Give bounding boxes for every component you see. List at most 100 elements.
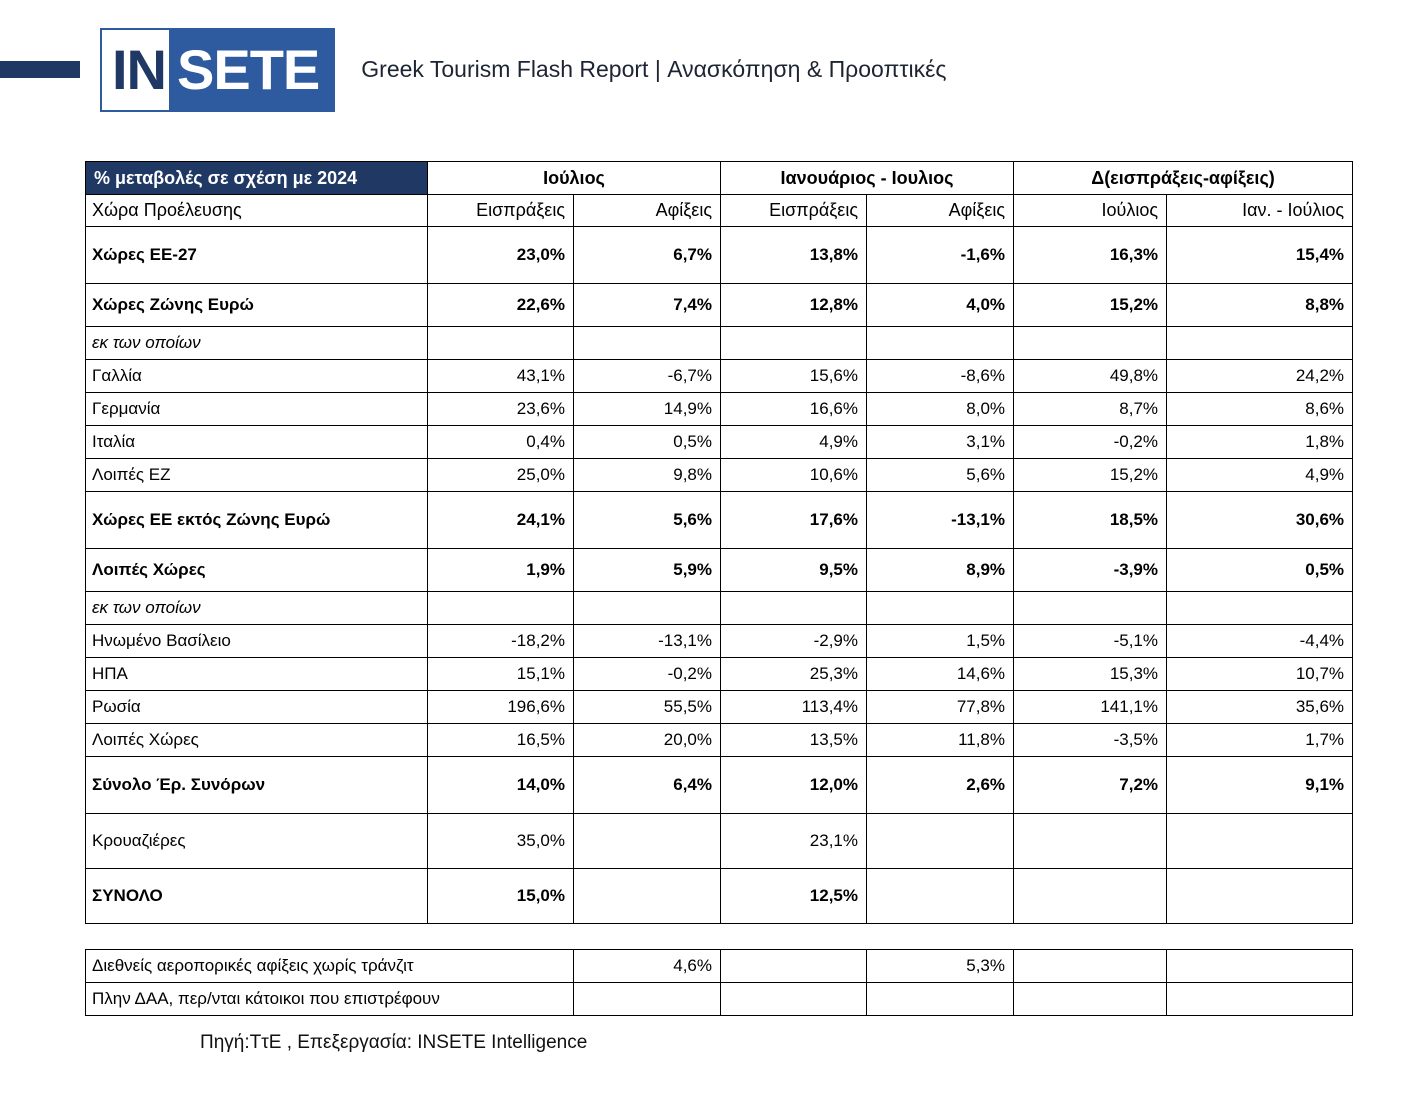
value-cell: 16,3%	[1013, 226, 1168, 284]
value-cell: 5,6%	[865, 458, 1015, 492]
value-cell: -13,1%	[573, 624, 721, 658]
value-cell: 9,5%	[720, 548, 867, 592]
value-cell: -18,2%	[427, 624, 574, 658]
value-cell: 15,6%	[720, 359, 867, 393]
value-cell: -0,2%	[1013, 425, 1168, 459]
left-accent-bar	[0, 61, 80, 78]
value-cell: 9,1%	[1166, 756, 1354, 814]
footnote-value-cell	[1166, 949, 1353, 983]
row-label: Γερμανία	[85, 392, 428, 426]
value-cell	[573, 326, 721, 360]
table-row: εκ των οποίων	[85, 591, 1354, 625]
value-cell: 12,8%	[720, 283, 867, 327]
value-cell: 14,9%	[573, 392, 721, 426]
table-row: Ιταλία 0,4% 0,5% 4,9% 3,1% -0,2% 1,8%	[85, 425, 1354, 459]
row-label: Κρουαζιέρες	[85, 813, 428, 869]
value-cell: 24,1%	[427, 491, 574, 549]
value-cell: 25,3%	[720, 657, 867, 691]
footnote-value-cell: 4,6%	[573, 949, 721, 983]
value-cell: 4,9%	[1166, 458, 1354, 492]
column-header-delta-july: Ιούλιος	[1013, 194, 1168, 227]
source-note: Πηγή:ΤτΕ , Επεξεργασία: INSETE Intellige…	[200, 1032, 588, 1053]
value-cell: 10,7%	[1166, 657, 1354, 691]
value-cell: 8,6%	[1166, 392, 1354, 426]
footnote-table-body: Διεθνείς αεροπορικές αφίξεις χωρίς τράνζ…	[85, 949, 1353, 1016]
tourism-change-table: % μεταβολές σε σχέση με 2024 Ιούλιος Ιαν…	[85, 161, 1354, 924]
value-cell: 6,7%	[573, 226, 721, 284]
value-cell: 18,5%	[1013, 491, 1168, 549]
value-cell: 35,6%	[1166, 690, 1354, 724]
value-cell	[720, 591, 867, 625]
row-label: Ιταλία	[85, 425, 428, 459]
table-row: Λοιπές ΕΖ 25,0% 9,8% 10,6% 5,6% 15,2% 4,9%	[85, 458, 1354, 492]
table-row: Γαλλία 43,1% -6,7% 15,6% -8,6% 49,8% 24,2%	[85, 359, 1354, 393]
value-cell: 8,7%	[1013, 392, 1168, 426]
value-cell: 25,0%	[427, 458, 574, 492]
value-cell: 49,8%	[1013, 359, 1168, 393]
value-cell: 8,9%	[865, 548, 1015, 592]
row-label: Λοιπές ΕΖ	[85, 458, 428, 492]
value-cell	[1013, 868, 1168, 924]
table-row: ΣΥΝΟΛΟ 15,0% 12,5%	[85, 868, 1354, 924]
value-cell	[1013, 813, 1168, 869]
value-cell: 141,1%	[1013, 690, 1168, 724]
value-cell: 1,9%	[427, 548, 574, 592]
value-cell	[865, 591, 1015, 625]
value-cell: 7,2%	[1013, 756, 1168, 814]
table-row: Χώρες Ζώνης Ευρώ 22,6% 7,4% 12,8% 4,0% 15,2% 8…	[85, 283, 1354, 327]
table-row: Σύνολο Έρ. Συνόρων 14,0% 6,4% 12,0% 2,6% 7,2%…	[85, 756, 1354, 814]
value-cell: 15,2%	[1013, 458, 1168, 492]
group-header-july: Ιούλιος	[427, 161, 721, 195]
value-cell: 3,1%	[865, 425, 1015, 459]
footnote-row: Πλην ΔΑΑ, περ/νται κάτοικοι που επιστρέφ…	[85, 982, 1353, 1016]
value-cell: 15,3%	[1013, 657, 1168, 691]
table-row: Ρωσία 196,6% 55,5% 113,4% 77,8% 141,1% 35,6%	[85, 690, 1354, 724]
table-row: εκ των οποίων	[85, 326, 1354, 360]
value-cell: 15,0%	[427, 868, 574, 924]
value-cell: 5,9%	[573, 548, 721, 592]
footnote-label: Πλην ΔΑΑ, περ/νται κάτοικοι που επιστρέφ…	[85, 982, 574, 1016]
value-cell: 23,0%	[427, 226, 574, 284]
value-cell: -8,6%	[865, 359, 1015, 393]
value-cell	[1166, 868, 1354, 924]
value-cell: -3,5%	[1013, 723, 1168, 757]
value-cell: 15,2%	[1013, 283, 1168, 327]
value-cell: 43,1%	[427, 359, 574, 393]
footnote-row: Διεθνείς αεροπορικές αφίξεις χωρίς τράνζ…	[85, 949, 1353, 983]
value-cell	[573, 868, 721, 924]
column-header-arrivals-july: Αφίξεις	[573, 194, 721, 227]
table-row: Ηνωμένο Βασίλειο -18,2% -13,1% -2,9% 1,5% -5,…	[85, 624, 1354, 658]
value-cell: 6,4%	[573, 756, 721, 814]
column-header-receipts-july: Εισπράξεις	[427, 194, 574, 227]
value-cell: 1,5%	[865, 624, 1015, 658]
value-cell	[865, 868, 1015, 924]
value-cell	[1166, 591, 1354, 625]
table-row: ΗΠΑ 15,1% -0,2% 25,3% 14,6% 15,3% 10,7%	[85, 657, 1354, 691]
value-cell: -3,9%	[1013, 548, 1168, 592]
value-cell: 8,0%	[865, 392, 1015, 426]
table-row: Γερμανία 23,6% 14,9% 16,6% 8,0% 8,7% 8,6%	[85, 392, 1354, 426]
table-row: Λοιπές Χώρες 16,5% 20,0% 13,5% 11,8% -3,5% 1,7…	[85, 723, 1354, 757]
row-label: Λοιπές Χώρες	[85, 548, 428, 592]
value-cell	[1013, 326, 1168, 360]
footnote-value-cell	[720, 982, 867, 1016]
value-cell: 1,8%	[1166, 425, 1354, 459]
footnote-value-cell	[866, 982, 1014, 1016]
value-cell: 0,5%	[573, 425, 721, 459]
value-cell: 15,4%	[1166, 226, 1354, 284]
column-header-country: Χώρα Προέλευσης	[85, 194, 428, 227]
value-cell: 1,7%	[1166, 723, 1354, 757]
value-cell: 12,0%	[720, 756, 867, 814]
row-label: Λοιπές Χώρες	[85, 723, 428, 757]
value-cell: 13,8%	[720, 226, 867, 284]
value-cell: -6,7%	[573, 359, 721, 393]
value-cell: 5,6%	[573, 491, 721, 549]
value-cell: -1,6%	[865, 226, 1015, 284]
value-cell: 23,6%	[427, 392, 574, 426]
value-cell: 13,5%	[720, 723, 867, 757]
value-cell: 16,6%	[720, 392, 867, 426]
table-body: Χώρες ΕΕ-27 23,0% 6,7% 13,8% -1,6% 16,3% 15,4%…	[85, 226, 1354, 924]
value-cell	[573, 591, 721, 625]
footnote-value-cell	[1166, 982, 1353, 1016]
value-cell	[427, 591, 574, 625]
